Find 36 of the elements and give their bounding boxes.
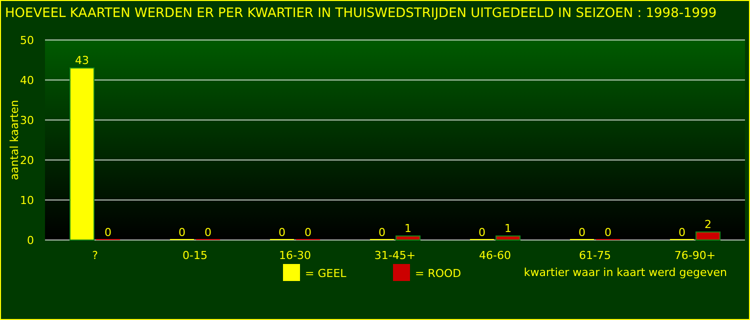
data-label: 0 [204, 226, 212, 239]
data-label: 0 [104, 226, 112, 239]
y-tick-label: 50 [20, 34, 34, 47]
y-axis-title: aantal kaarten [8, 100, 21, 180]
data-label: 0 [478, 226, 486, 239]
x-tick-label: 61-75 [579, 249, 611, 262]
data-label: 0 [378, 226, 386, 239]
data-label: 1 [404, 222, 412, 235]
x-tick-label: 76-90+ [674, 249, 716, 262]
y-tick-label: 20 [20, 154, 34, 167]
y-tick-label: 30 [20, 114, 34, 127]
legend-label: = ROOD [415, 267, 462, 280]
y-tick-label: 0 [27, 234, 34, 247]
bar [70, 68, 94, 240]
bar [396, 236, 420, 240]
x-tick-label: 31-45+ [374, 249, 416, 262]
y-tick-label: 40 [20, 74, 34, 87]
y-tick-label: 10 [20, 194, 34, 207]
x-tick-label: ? [92, 249, 98, 262]
x-axis-title: kwartier waar in kaart werd gegeven [524, 266, 728, 279]
data-label: 0 [278, 226, 286, 239]
x-tick-label: 16-30 [279, 249, 311, 262]
data-label: 0 [178, 226, 186, 239]
chart-title: HOEVEEL KAARTEN WERDEN ER PER KWARTIER IN THUISWEDSTRIJDEN UITGEDEELD IN SEIZOEN : 1998-1999 [5, 6, 717, 21]
legend-label: = GEEL [305, 267, 348, 280]
data-label: 0 [678, 226, 686, 239]
data-label: 0 [304, 226, 312, 239]
data-label: 0 [578, 226, 586, 239]
bar [496, 236, 520, 240]
x-tick-label: 46-60 [479, 249, 511, 262]
data-label: 0 [604, 226, 612, 239]
data-label: 43 [75, 54, 89, 67]
bar [696, 232, 720, 240]
data-label: 1 [504, 222, 512, 235]
x-tick-label: 0-15 [182, 249, 208, 262]
data-label: 2 [704, 218, 712, 231]
